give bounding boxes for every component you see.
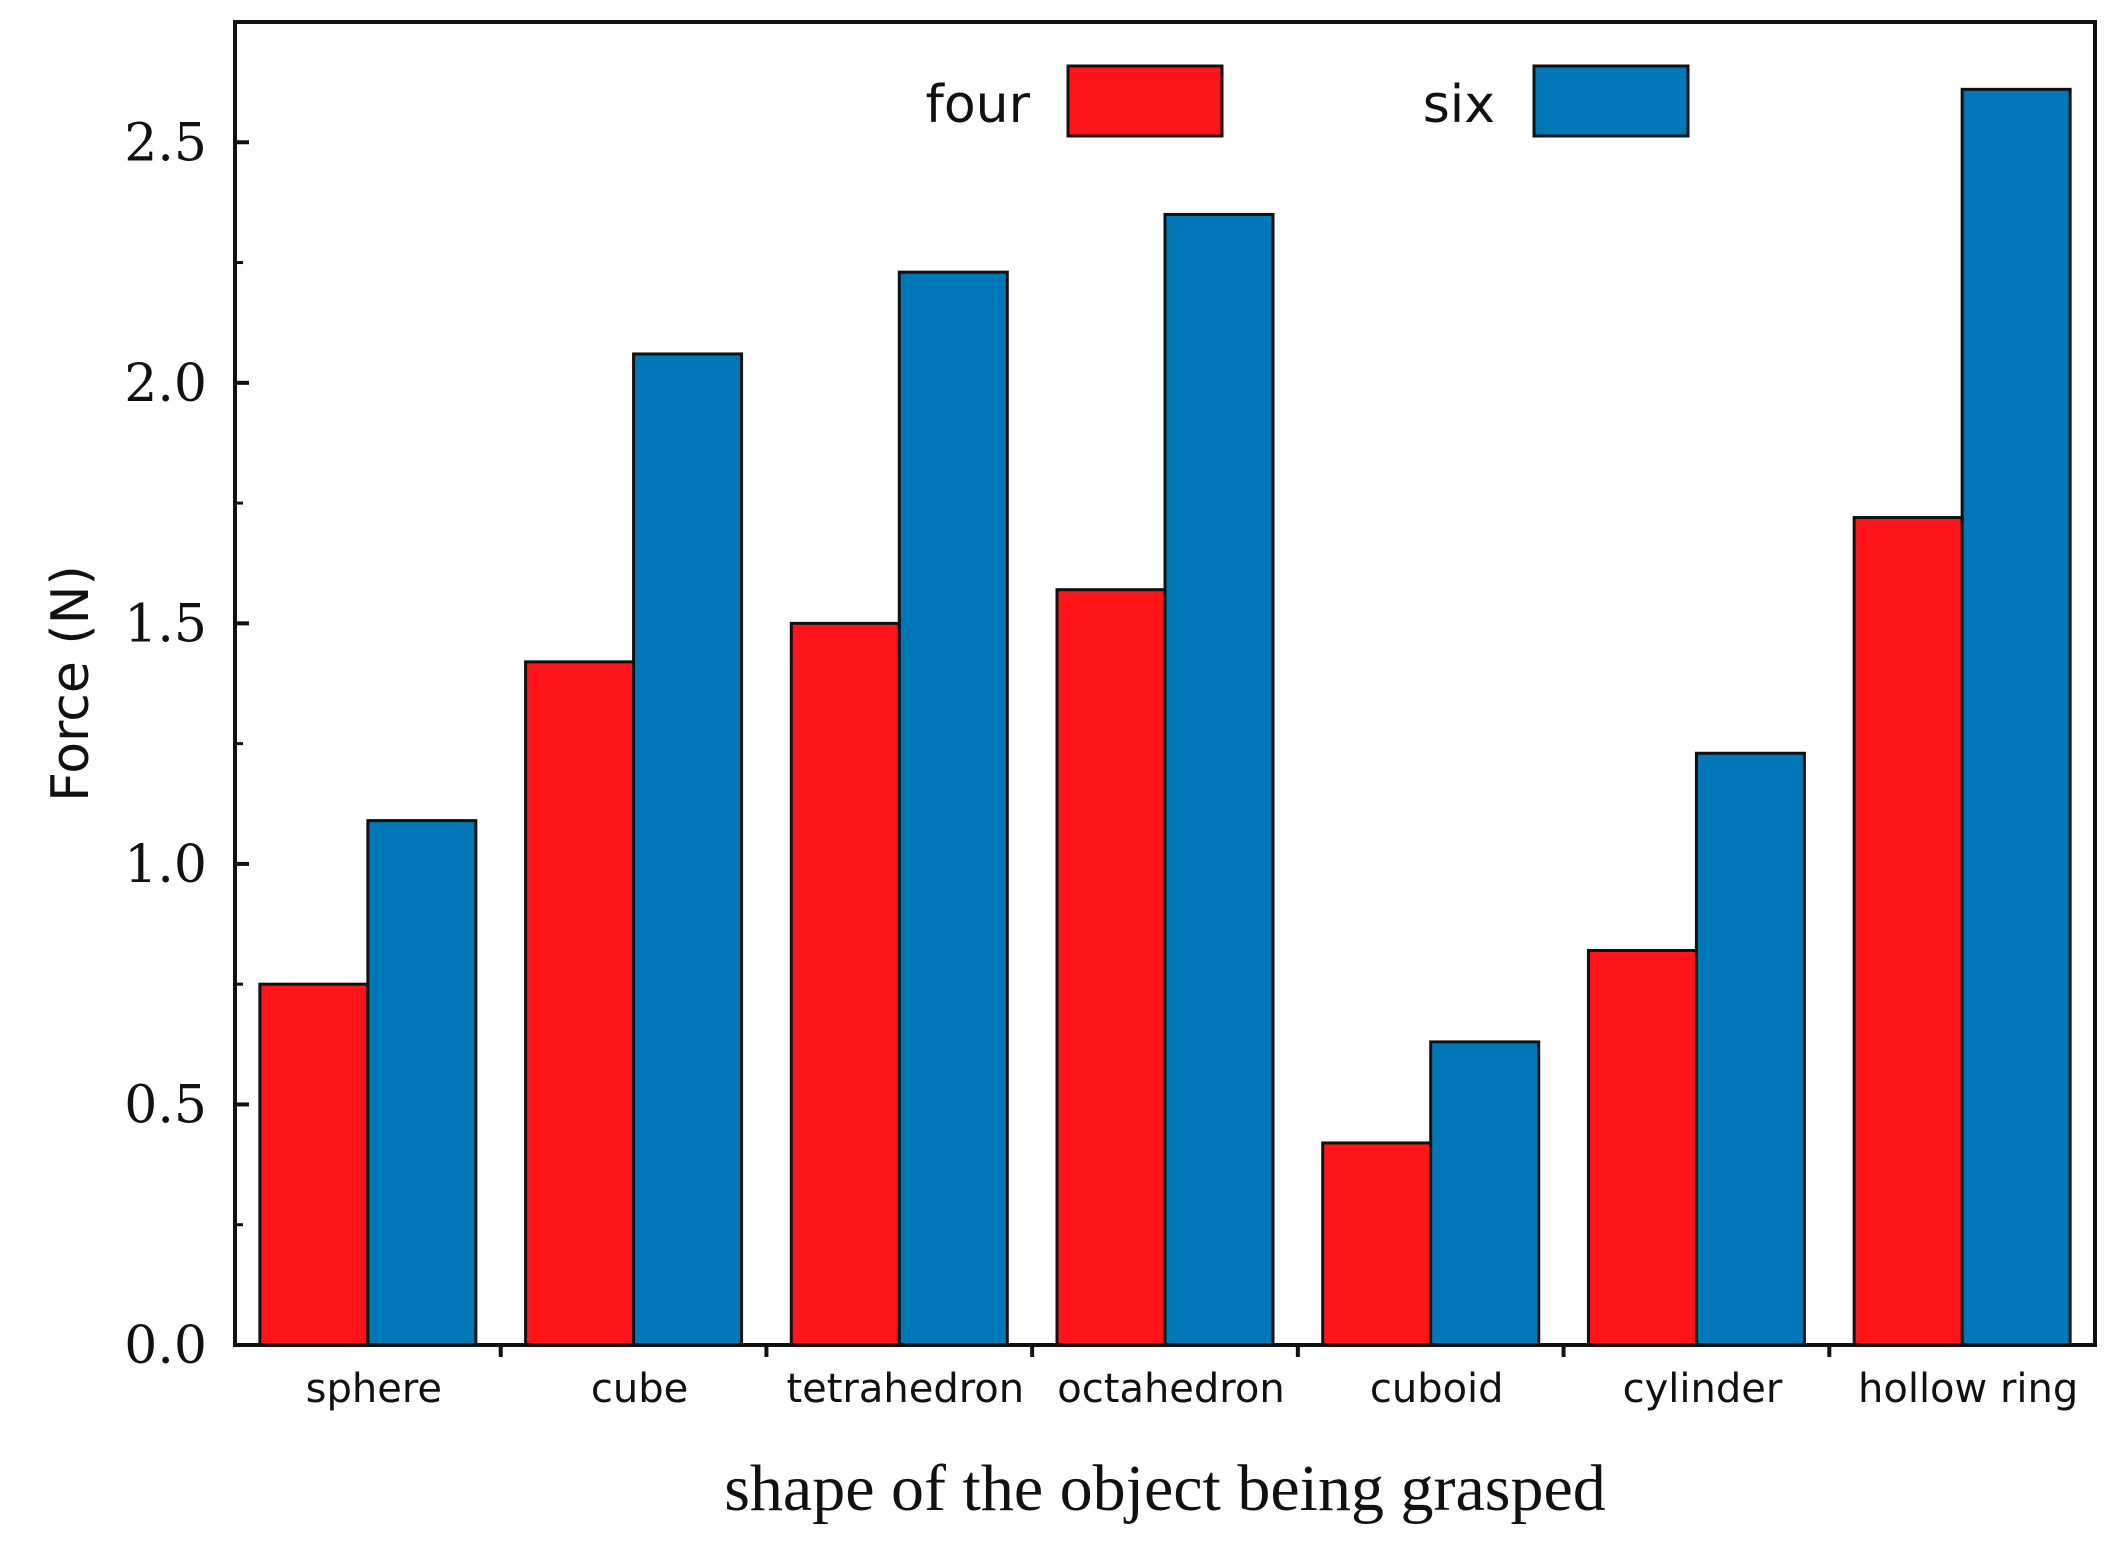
bar-six-sphere — [366, 819, 478, 1347]
x-category-label: tetrahedron — [786, 1366, 1024, 1412]
x-category-label: cube — [591, 1366, 688, 1412]
axes-layer: 0.0 0.5 1.0 1.5 2.0 2.5 sphere cube tetrahedron o… — [124, 20, 2097, 1412]
x-category-label: cuboid — [1370, 1366, 1504, 1412]
bar-six-cylinder — [1694, 751, 1806, 1347]
x-axis-title: shape of the object being grasped — [724, 1452, 1606, 1525]
bar-four-hollow-ring — [1852, 516, 1964, 1347]
y-tick-label: 0.0 — [124, 1316, 207, 1376]
bar-four-octahedron — [1055, 588, 1167, 1347]
bar-six-hollow-ring — [1960, 87, 2072, 1347]
legend-label-four: four — [926, 75, 1031, 135]
bar-four-cube — [524, 660, 636, 1347]
bar-six-tetrahedron — [897, 270, 1009, 1347]
bar-four-cuboid — [1321, 1141, 1433, 1347]
y-tick-label: 1.0 — [124, 835, 207, 895]
bar-six-octahedron — [1163, 212, 1275, 1347]
bar-four-sphere — [258, 982, 370, 1347]
x-category-label: cylinder — [1623, 1366, 1783, 1412]
x-category-label: sphere — [306, 1366, 442, 1412]
bars-layer — [258, 87, 2072, 1347]
legend-label-six: six — [1423, 75, 1495, 135]
legend-swatch-four — [1066, 64, 1224, 138]
x-category-label: hollow ring — [1858, 1366, 2078, 1412]
bar-four-tetrahedron — [789, 621, 901, 1347]
plot-frame — [233, 20, 2097, 1347]
bar-six-cuboid — [1429, 1040, 1541, 1347]
y-tick-label: 1.5 — [124, 594, 207, 654]
legend: four six — [926, 64, 1690, 138]
y-tick-label: 2.0 — [124, 354, 207, 414]
bar-six-cube — [632, 352, 744, 1347]
bar-four-cylinder — [1586, 949, 1698, 1347]
y-axis-title: Force (N) — [41, 565, 101, 802]
x-category-label: octahedron — [1057, 1366, 1284, 1412]
y-tick-label: 2.5 — [124, 113, 207, 173]
y-tick-label: 0.5 — [124, 1075, 207, 1135]
legend-swatch-six — [1532, 64, 1690, 138]
